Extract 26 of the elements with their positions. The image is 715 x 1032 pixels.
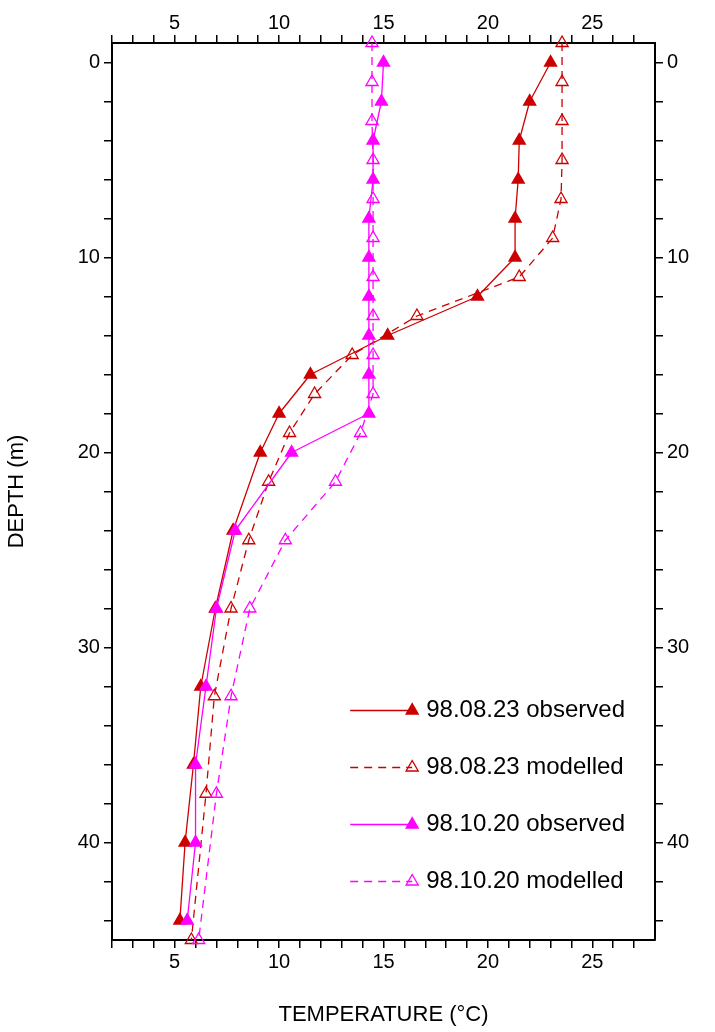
y-tick-label: 10 xyxy=(77,245,100,268)
y2-tick-label: 20 xyxy=(667,440,690,463)
legend-label: 98.10.20 observed xyxy=(426,809,626,837)
x2-tick-label: 10 xyxy=(267,10,291,33)
y2-tick-label: 0 xyxy=(667,50,679,73)
y-tick-label: 20 xyxy=(77,440,100,463)
y2-tick-label: 10 xyxy=(667,245,690,268)
y-tick-label: 30 xyxy=(77,635,100,658)
legend-label: 98.10.20 modelled xyxy=(426,866,624,894)
x-tick-label: 15 xyxy=(372,949,395,972)
x2-tick-label: 5 xyxy=(169,10,181,33)
x2-tick-label: 25 xyxy=(581,10,604,33)
x-axis-title: TEMPERATURE (°C) xyxy=(278,1000,489,1026)
x-tick-label: 10 xyxy=(267,949,291,972)
x-tick-label: 5 xyxy=(169,949,181,972)
y-tick-label: 0 xyxy=(88,50,100,73)
x-tick-label: 25 xyxy=(581,949,604,972)
x2-tick-label: 15 xyxy=(372,10,395,33)
legend-label: 98.08.23 observed xyxy=(426,695,626,723)
y2-tick-label: 30 xyxy=(667,635,690,658)
x2-tick-label: 20 xyxy=(476,10,500,33)
y2-tick-label: 40 xyxy=(667,830,690,853)
x-tick-label: 20 xyxy=(476,949,500,972)
y-axis-title: DEPTH (m) xyxy=(3,434,29,549)
legend-label: 98.08.23 modelled xyxy=(426,752,624,780)
y-tick-label: 40 xyxy=(77,830,100,853)
